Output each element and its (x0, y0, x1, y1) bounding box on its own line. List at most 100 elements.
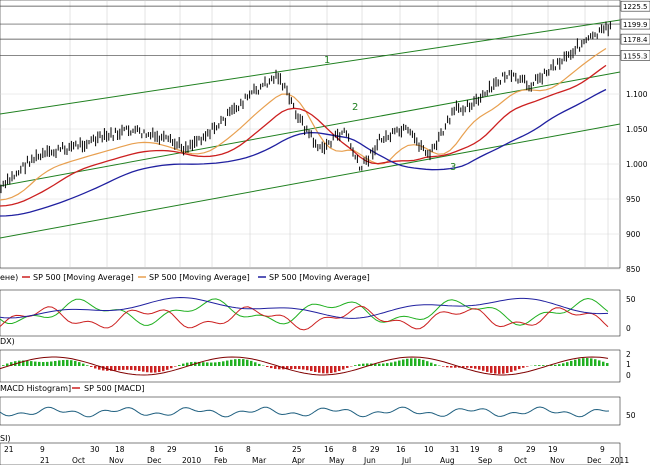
macd-histogram-bar (258, 364, 261, 366)
macd-histogram-bar (234, 359, 237, 366)
month-tick-label: Dec (587, 456, 602, 465)
macd-histogram-bar (482, 366, 485, 371)
macd-histogram-bar (90, 366, 93, 367)
macd-histogram-bar (398, 361, 401, 366)
price-tick-label: 900 (626, 230, 641, 239)
macd-histogram-bar (166, 366, 169, 370)
macd-histogram-bar (326, 366, 329, 373)
macd-tick-2: 2 (626, 350, 631, 359)
price-tick-label: 1.100 (626, 90, 648, 99)
macd-histogram-bar (338, 366, 341, 371)
macd-histogram-bar (586, 358, 589, 366)
day-tick-label: 16 (214, 445, 224, 454)
macd-histogram-bar (138, 366, 141, 371)
macd-histogram-bar (386, 363, 389, 366)
macd-histogram-bar (310, 366, 313, 371)
price-level-label: 1155.3 (623, 52, 648, 60)
macd-histogram-bar (478, 366, 481, 370)
macd-histogram-bar (502, 366, 505, 374)
macd-histogram-bar (486, 366, 489, 372)
adx-tick-50: 50 (626, 295, 636, 304)
macd-histogram-bar (6, 364, 9, 366)
month-tick-label: 2010 (182, 456, 201, 465)
macd-histogram-bar (346, 366, 349, 368)
legend-label: SP 500 [Moving Average] (149, 273, 250, 282)
legend-label: SP 500 [Moving Average] (33, 273, 134, 282)
day-tick-label: 9 (40, 445, 45, 454)
macd-histogram-bar (78, 362, 81, 366)
month-tick-label: Oct (514, 456, 527, 465)
macd-histogram-bar (498, 366, 501, 374)
macd-histogram-bar (294, 366, 297, 369)
macd-histogram-bar (542, 365, 545, 366)
price-tick-label: 950 (626, 195, 641, 204)
day-tick-label: 21 (4, 445, 14, 454)
month-tick-label: Dec (147, 456, 162, 465)
macd-histogram-bar (510, 366, 513, 372)
day-tick-label: 18 (115, 445, 125, 454)
macd-histogram-bar (254, 362, 257, 366)
macd-histogram-bar (474, 366, 477, 369)
macd-histogram-bar (86, 365, 89, 366)
month-tick-label: May (329, 456, 345, 465)
price-tick-label: 1.000 (626, 160, 648, 169)
macd-histogram-bar (246, 360, 249, 366)
day-tick-label: 30 (90, 445, 100, 454)
month-tick-label: Sep (478, 456, 492, 465)
macd-histogram-bar (218, 362, 221, 366)
macd-histogram-bar (582, 358, 585, 366)
macd-histogram-bar (402, 360, 405, 366)
day-tick-label: 19 (470, 445, 480, 454)
month-tick-label: Mar (252, 456, 267, 465)
macd-histogram-bar (418, 359, 421, 366)
macd-histogram-bar (446, 366, 449, 367)
macd-histogram-bar (66, 360, 69, 366)
macd-histogram-bar (430, 363, 433, 366)
macd-histogram-bar (394, 362, 397, 366)
macd-histogram-bar (558, 364, 561, 366)
macd-histogram-bar (270, 366, 273, 368)
macd-histogram-bar (146, 366, 149, 372)
macd-histogram-bar (42, 362, 45, 366)
macd-histogram-bar (566, 362, 569, 366)
macd-histogram-bar (306, 366, 309, 370)
macd-histogram-bar (242, 359, 245, 366)
macd-histogram-bar (130, 366, 133, 370)
day-tick-label: 8 (352, 445, 357, 454)
macd-histogram-bar (210, 363, 213, 366)
day-tick-label: 29 (370, 445, 380, 454)
macd-histogram-bar (514, 366, 517, 371)
channel-label: 3 (450, 162, 456, 173)
rsi-panel (0, 397, 620, 425)
macd-histogram-bar (334, 366, 337, 372)
macd-tick-0: 0 (626, 371, 631, 380)
macd-histogram-bar (182, 364, 185, 366)
macd-histogram-bar (578, 359, 581, 366)
macd-histogram-bar (202, 362, 205, 366)
macd-histogram-bar (274, 366, 277, 369)
macd-histogram-bar (238, 359, 241, 366)
month-tick-label: Oct (72, 456, 85, 465)
macd-histogram-bar (230, 360, 233, 366)
macd-histogram-bar (494, 366, 497, 374)
macd-histogram-bar (470, 366, 473, 368)
macd-histogram-bar (94, 366, 97, 368)
macd-histogram-bar (598, 360, 601, 366)
macd-histogram-bar (450, 366, 453, 368)
rsi-tick-50: 50 (626, 411, 636, 420)
day-tick-label: 31 (450, 445, 460, 454)
macd-histogram-bar (414, 358, 417, 366)
macd-histogram-bar (314, 366, 317, 372)
channel-label: 2 (352, 102, 358, 113)
macd-histogram-bar (522, 366, 525, 368)
price-panel-label: ене) (0, 273, 18, 282)
macd-histogram-bar (330, 366, 333, 373)
macd-histogram-bar (50, 362, 53, 366)
macd-histogram-legend: MACD Histogram] (0, 384, 71, 393)
macd-histogram-bar (570, 361, 573, 366)
month-tick-label: Apr (292, 456, 306, 465)
price-level-label: 1178.4 (623, 36, 648, 44)
macd-histogram-bar (54, 361, 57, 366)
macd-histogram-bar (590, 358, 593, 366)
